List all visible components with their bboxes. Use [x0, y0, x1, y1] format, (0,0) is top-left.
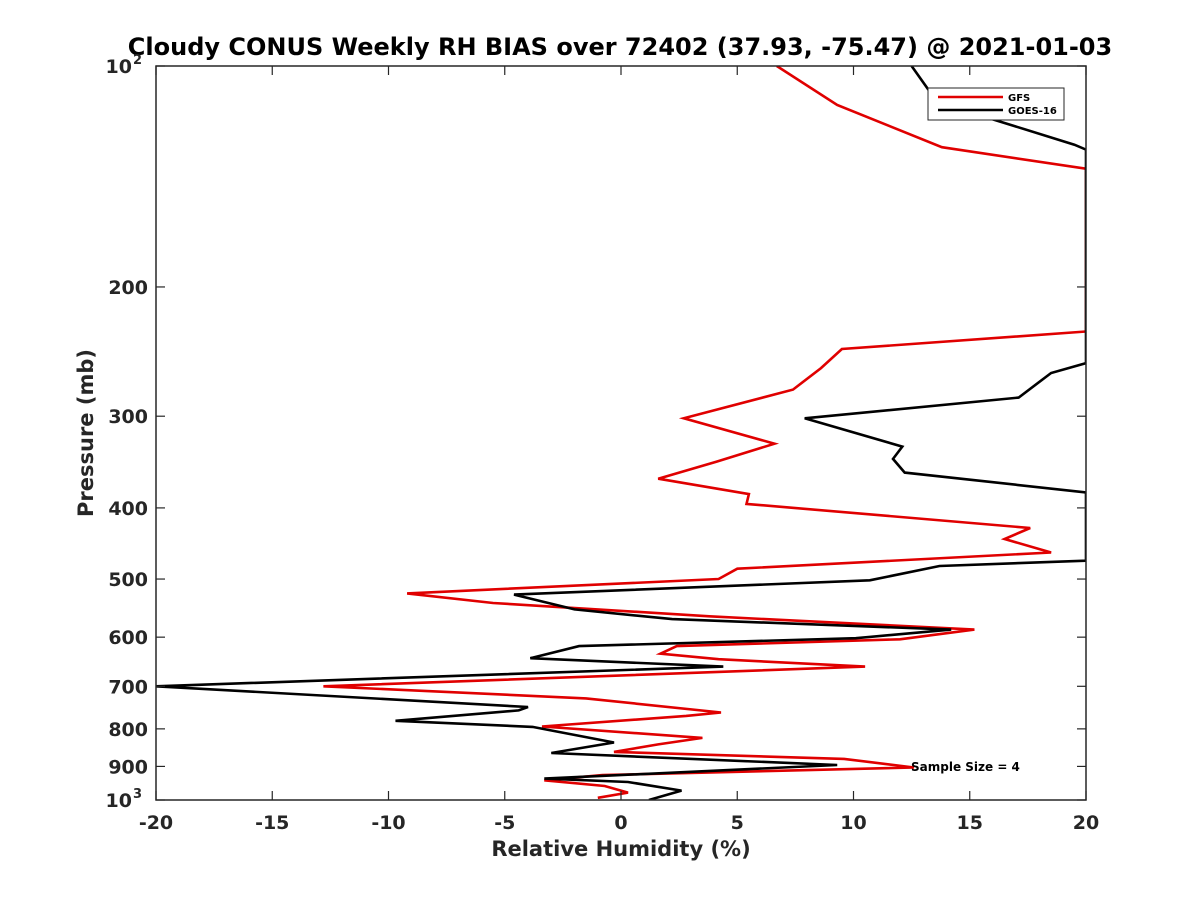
y-tick-label-power: 10 3: [106, 787, 143, 812]
y-tick-label: 500: [108, 569, 148, 591]
x-tick-label: -5: [494, 812, 515, 834]
y-tick-label-exponent: 3: [133, 787, 142, 802]
plot-area-frame: [155, 65, 1087, 801]
legend-label-gfs: GFS: [1008, 93, 1030, 104]
y-tick-label: 600: [108, 627, 148, 649]
y-tick-label-power: 10 2: [106, 53, 143, 78]
legend: GFS GOES-16: [927, 87, 1065, 121]
y-tick-label-base: 10: [106, 56, 132, 78]
y-tick-label-base: 10: [106, 790, 132, 812]
series-layer: [156, 66, 1086, 800]
chart-title: Cloudy CONUS Weekly RH BIAS over 72402 (…: [128, 33, 1112, 61]
sample-size-annotation: Sample Size = 4: [911, 760, 1020, 774]
y-tick-label: 900: [108, 756, 148, 778]
y-axis-label: Pressure (mb): [74, 349, 98, 517]
y-tick-label: 300: [108, 406, 148, 428]
y-tick-label-exponent: 2: [133, 53, 142, 68]
y-tick-label: 200: [108, 277, 148, 299]
x-tick-label: 15: [957, 812, 983, 834]
y-tick-label: 400: [108, 498, 148, 520]
x-tick-label: 10: [840, 812, 866, 834]
legend-box: [927, 87, 1065, 121]
y-tick-label: 700: [108, 676, 148, 698]
x-axis-label: Relative Humidity (%): [491, 837, 750, 861]
series-line-gfs: [323, 66, 1086, 800]
x-tick-label: 20: [1073, 812, 1099, 834]
series-line-goes-16: [156, 66, 1086, 800]
x-tick-label: 0: [614, 812, 627, 834]
x-tick-label: -20: [139, 812, 173, 834]
x-tick-label: 5: [731, 812, 744, 834]
x-axis: -20 -15 -10 -5 0 5 10 15 20: [139, 66, 1099, 834]
legend-label-goes-16: GOES-16: [1008, 106, 1057, 117]
x-tick-label: -10: [371, 812, 405, 834]
x-tick-label: -15: [255, 812, 289, 834]
y-tick-label: 800: [108, 719, 148, 741]
